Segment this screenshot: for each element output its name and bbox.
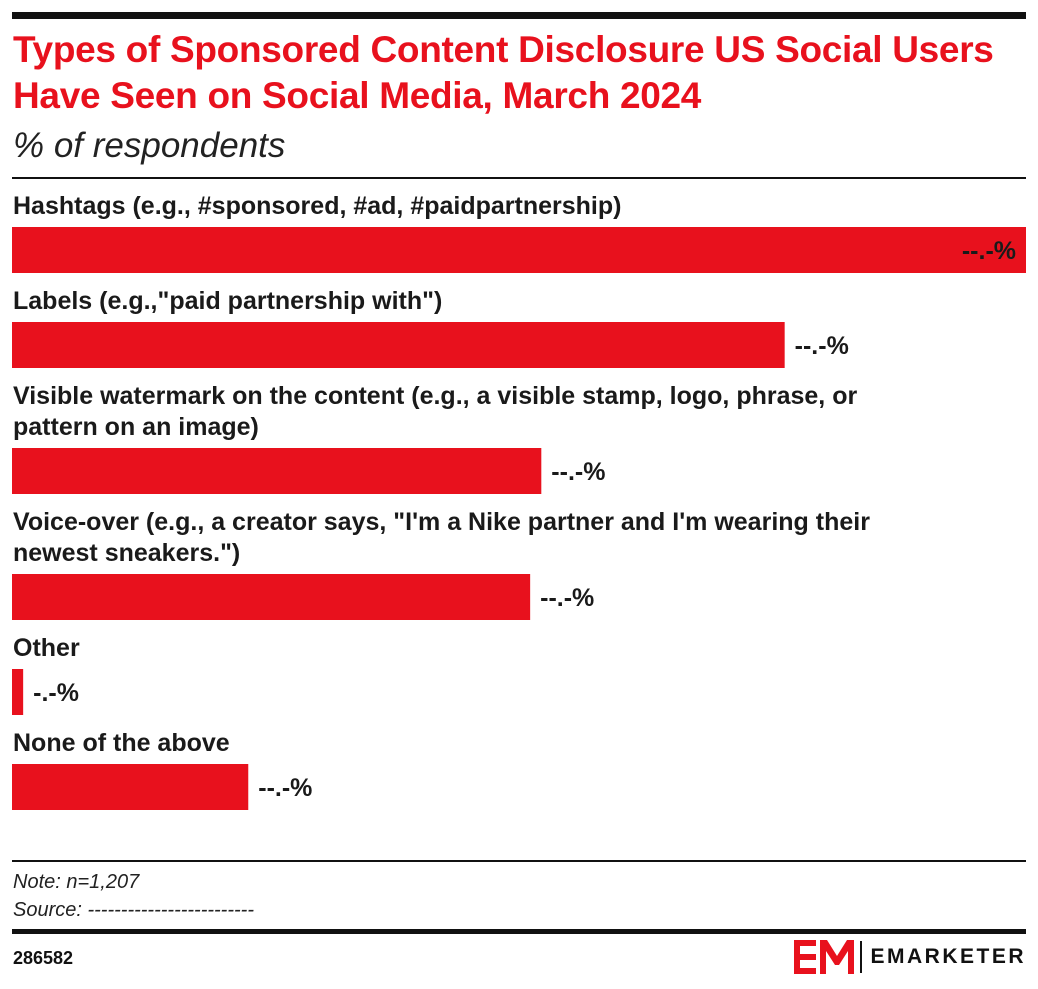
value-label: -.-% [33, 679, 79, 707]
category-label: Other [13, 634, 80, 662]
category-label: Voice-over (e.g., a creator says, "I'm a… [13, 508, 870, 536]
chart-id: 286582 [13, 948, 74, 968]
value-label: --.-% [540, 584, 594, 612]
bar-chart: Hashtags (e.g., #sponsored, #ad, #paidpa… [12, 192, 1026, 810]
footer-divider [12, 860, 1026, 862]
bar [12, 322, 785, 368]
top-rule [12, 12, 1026, 19]
category-label: Hashtags (e.g., #sponsored, #ad, #paidpa… [13, 192, 621, 220]
logo-divider [860, 941, 863, 973]
bar [12, 669, 24, 715]
bar [12, 448, 542, 494]
category-label: Labels (e.g.,"paid partnership with") [13, 287, 442, 315]
category-label: None of the above [13, 729, 230, 757]
category-label: pattern on an image) [13, 413, 259, 441]
value-label: --.-% [258, 774, 312, 802]
bar [12, 227, 1026, 273]
chart-title: Types of Sponsored Content Disclosure US… [13, 29, 994, 116]
chart-subtitle: % of respondents [13, 126, 286, 165]
em-logo-icon [794, 940, 855, 974]
category-label: newest sneakers.") [13, 539, 240, 567]
emarketer-logo[interactable]: EMARKETER [794, 940, 1026, 974]
chart-note: Note: n=1,207 [13, 871, 140, 893]
bar [12, 764, 249, 810]
header-divider [12, 177, 1026, 179]
brand-wordmark: EMARKETER [870, 945, 1026, 968]
value-label: --.-% [551, 458, 605, 486]
category-label: Visible watermark on the content (e.g., … [13, 382, 857, 410]
value-label: --.-% [795, 332, 849, 360]
chart-source: Source: ------------------------- [13, 899, 254, 921]
footer-rule [12, 929, 1026, 934]
value-label: --.-% [962, 237, 1016, 265]
bar [12, 574, 531, 620]
